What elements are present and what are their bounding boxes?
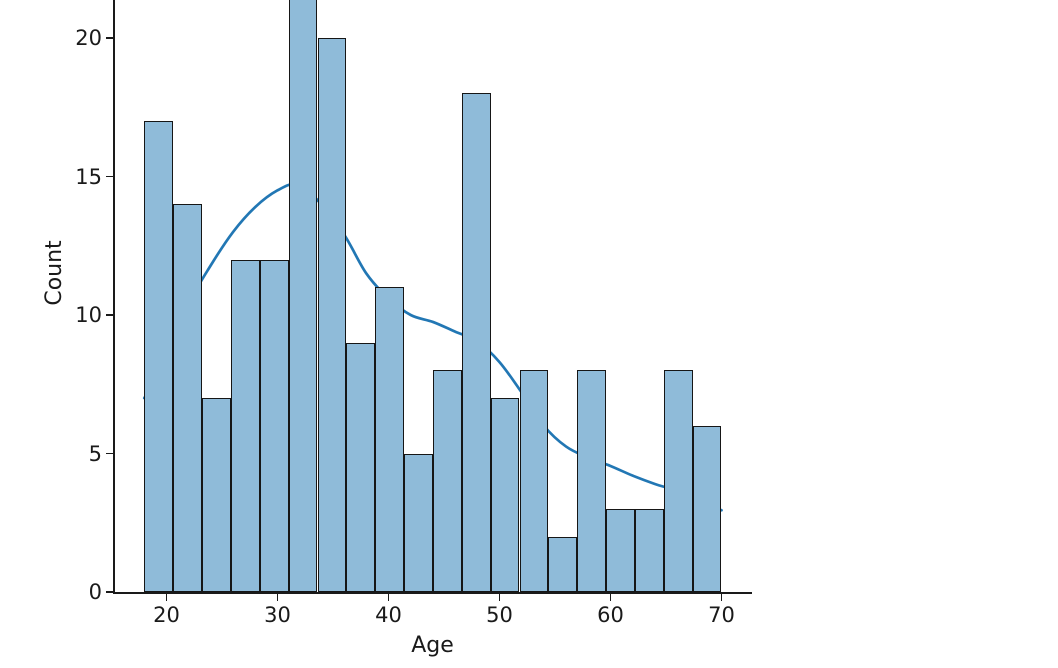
histogram-bar [461,93,491,592]
x-axis-title: Age [411,633,454,658]
x-tick-mark [609,593,612,601]
histogram-bar [173,204,203,592]
histogram-bar [548,536,578,592]
y-tick-label: 15 [75,164,102,189]
histogram-bar [432,370,462,592]
histogram-bar [634,508,664,592]
x-tick-mark [720,593,723,601]
kde-curve [142,182,723,512]
x-tick-label: 70 [708,603,735,627]
histogram-bar [346,342,376,592]
y-tick-label: 5 [88,441,102,466]
histogram-bar [230,259,260,592]
histogram-bar [375,287,405,592]
y-tick-mark [106,37,114,39]
y-axis-spine [113,0,115,594]
x-tick-mark [387,593,390,601]
x-tick-label: 50 [486,603,513,627]
x-tick-mark [165,593,168,601]
histogram-bar [202,398,231,592]
histogram-bar [490,398,520,592]
histogram-bar [519,370,549,592]
x-tick-mark [276,593,279,601]
histogram-bar [404,453,433,592]
x-tick-label: 60 [597,603,624,627]
y-tick-mark [106,452,114,455]
histogram-bar [144,121,174,592]
histogram-bar [259,259,289,592]
y-tick-label: 0 [88,580,102,604]
x-tick-mark [498,593,501,601]
x-tick-label: 20 [153,603,180,627]
histogram-bar [606,508,635,592]
y-tick-label: 10 [75,303,102,327]
kde-curve-layer [142,182,723,512]
histogram-bar [317,38,347,592]
histogram-bar [663,370,693,592]
y-tick-label: 20 [75,26,102,50]
y-tick-mark [106,314,114,316]
plot-area [115,0,752,592]
y-tick-mark [106,175,114,178]
x-axis-spine [113,592,752,594]
histogram-bar [288,0,318,592]
histogram-bar [692,425,722,592]
histogram-bar [577,370,607,592]
x-tick-label: 40 [375,603,402,627]
y-tick-mark [106,591,114,593]
x-tick-label: 30 [264,603,291,627]
